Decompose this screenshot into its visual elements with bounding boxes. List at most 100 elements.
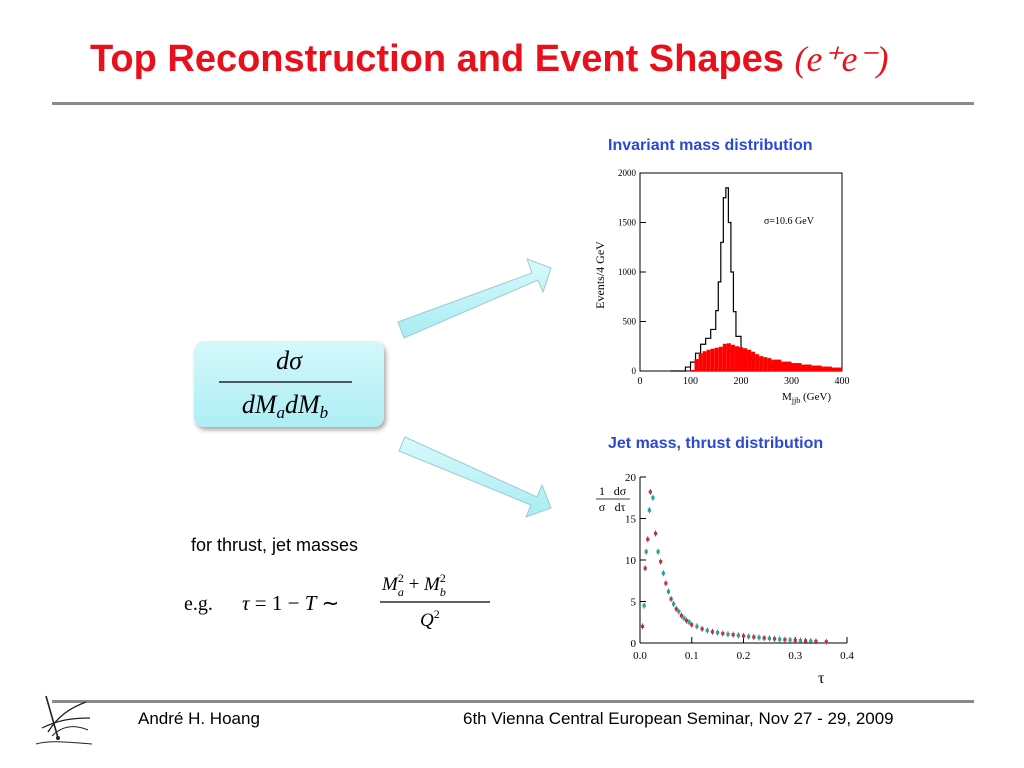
thrust-ytick-label: 5 — [631, 597, 637, 609]
example-prefix: e.g. — [184, 593, 213, 615]
invariant-mass-red-bar — [714, 347, 719, 371]
invariant-mass-red-bar — [726, 343, 731, 371]
invariant-mass-red-bar — [763, 357, 768, 371]
thrust-point — [778, 637, 782, 641]
thrust-note: for thrust, jet masses — [191, 535, 359, 555]
thrust-xtick-label: 0.1 — [685, 650, 699, 662]
thrust-xlabel: τ — [818, 670, 825, 687]
cross-section-formula: dσ dMadMb — [219, 346, 352, 422]
svg-text:dτ: dτ — [615, 500, 626, 514]
invariant-mass-black-line — [670, 187, 842, 372]
thrust-point — [642, 604, 646, 608]
thrust-point — [656, 550, 660, 554]
invariant-mass-red-bar — [801, 364, 812, 371]
invariant-mass-xtick-label: 200 — [734, 376, 749, 387]
thrust-point — [659, 560, 663, 564]
thrust-point — [741, 634, 746, 638]
thrust-point — [679, 614, 683, 618]
arrow-down-right — [398, 436, 552, 518]
thrust-chart: 0.0 0.1 0.2 0.3 0.4 0 5 10 15 20 1 dσ σ dτ τ — [596, 472, 854, 687]
thrust-point — [752, 635, 756, 639]
invariant-mass-ytick-label: 2000 — [618, 168, 637, 178]
thrust-point — [684, 618, 689, 623]
invariant-mass-ytick-label: 1500 — [618, 218, 637, 228]
invariant-mass-red-bar — [734, 346, 739, 371]
formula-numerator: dσ — [276, 346, 303, 375]
footer-divider — [52, 700, 974, 703]
thrust-point — [757, 635, 761, 640]
thrust-point — [731, 633, 735, 637]
thrust-point — [651, 496, 655, 500]
thrust-point — [824, 640, 828, 644]
thrust-point — [721, 631, 725, 636]
thrust-point — [653, 531, 658, 536]
invariant-mass-xtick-label: 0 — [638, 376, 643, 387]
arrow-up-right — [397, 258, 552, 339]
thrust-point — [767, 636, 771, 641]
invariant-mass-xtick-label: 400 — [835, 376, 850, 387]
footer-event: 6th Vienna Central European Seminar, Nov… — [463, 709, 894, 728]
thrust-point — [798, 638, 803, 643]
invariant-mass-xtick-label: 100 — [683, 376, 698, 387]
title-divider — [52, 102, 974, 105]
invariant-mass-ytick-label: 0 — [632, 366, 637, 376]
thrust-point — [736, 633, 740, 637]
thrust-ytick-label: 0 — [631, 638, 637, 650]
invariant-mass-chart: 0 100 200 300 400 0 500 1000 1500 2000 Events/4 G… — [593, 168, 850, 405]
example-lhs: τ = 1 − T ∼ — [242, 591, 339, 615]
thrust-point — [664, 581, 668, 585]
thrust-point — [809, 639, 813, 643]
invariant-mass-red-bar — [743, 348, 748, 371]
thrust-point — [690, 623, 694, 627]
invariant-mass-red-bar — [831, 367, 842, 371]
thrust-xtick-label: 0.2 — [737, 650, 751, 662]
invariant-mass-red-bar — [710, 348, 715, 371]
thrust-point — [762, 636, 766, 640]
thrust-point — [643, 566, 647, 570]
slide-title-text: Top Reconstruction and Event Shapes — [90, 38, 784, 80]
invariant-mass-red-bar — [821, 366, 832, 371]
chart-jet-mass-title: Jet mass, thrust distribution — [608, 435, 824, 452]
thrust-ylabel: 1 dσ σ dτ — [596, 484, 630, 514]
thrust-point — [648, 490, 652, 494]
thrust-point — [661, 571, 665, 575]
invariant-mass-red-bar — [702, 351, 707, 371]
thrust-point — [814, 639, 818, 643]
example-denominator: Q2 — [420, 607, 440, 631]
invariant-mass-red-bar — [755, 354, 760, 371]
invariant-mass-red-bar — [722, 343, 727, 371]
thrust-point — [710, 630, 715, 634]
cross-section-formula-box: dσ dMadMb — [194, 341, 384, 427]
thrust-point — [677, 609, 681, 614]
invariant-mass-red-bar — [730, 344, 735, 371]
slide-title: Top Reconstruction and Event Shapes (e⁺e… — [90, 38, 888, 81]
invariant-mass-ytick-label: 500 — [623, 317, 637, 327]
formula-denominator: dMadMb — [242, 390, 328, 422]
invariant-mass-red-bar — [698, 353, 703, 371]
thrust-point — [726, 632, 730, 636]
footer-author: André H. Hoang — [138, 709, 260, 728]
thrust-xtick-label: 0.4 — [840, 650, 854, 662]
thrust-xtick-label: 0.0 — [633, 650, 647, 662]
invariant-mass-red-bar — [690, 370, 695, 371]
thrust-xtick-label: 0.3 — [788, 650, 802, 662]
thrust-ytick-label: 10 — [625, 555, 637, 567]
thrust-point — [682, 616, 686, 620]
thrust-point — [644, 550, 648, 554]
invariant-mass-red-bar — [706, 349, 711, 371]
invariant-mass-red-bar — [781, 361, 792, 371]
institute-logo — [35, 695, 93, 745]
thrust-point — [705, 628, 709, 633]
invariant-mass-ylabel: Events/4 GeV — [593, 241, 607, 309]
thrust-point — [788, 638, 792, 642]
thrust-point — [716, 631, 720, 635]
invariant-mass-ytick-label: 1000 — [618, 267, 637, 277]
invariant-mass-red-bar — [747, 349, 752, 371]
thrust-point — [695, 624, 699, 628]
invariant-mass-xtick-label: 300 — [784, 376, 799, 387]
invariant-mass-red-bar — [767, 358, 772, 371]
example-formula: e.g. τ = 1 − T ∼ M2 a + M2 b Q2 — [184, 571, 490, 631]
invariant-mass-red-bar — [759, 356, 764, 371]
thrust-point — [640, 624, 645, 628]
